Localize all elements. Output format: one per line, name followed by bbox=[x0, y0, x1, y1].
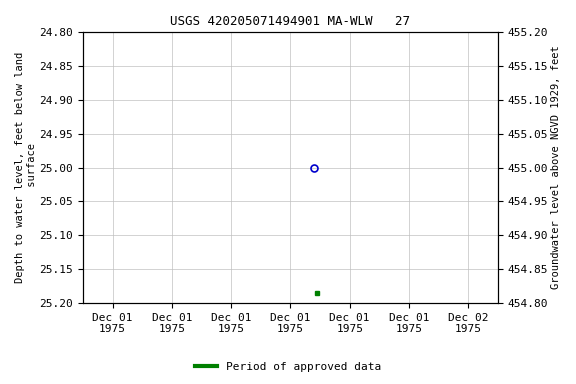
Y-axis label: Groundwater level above NGVD 1929, feet: Groundwater level above NGVD 1929, feet bbox=[551, 46, 561, 290]
Y-axis label: Depth to water level, feet below land
 surface: Depth to water level, feet below land su… bbox=[15, 52, 37, 283]
Title: USGS 420205071494901 MA-WLW   27: USGS 420205071494901 MA-WLW 27 bbox=[170, 15, 411, 28]
Legend: Period of approved data: Period of approved data bbox=[191, 358, 385, 377]
